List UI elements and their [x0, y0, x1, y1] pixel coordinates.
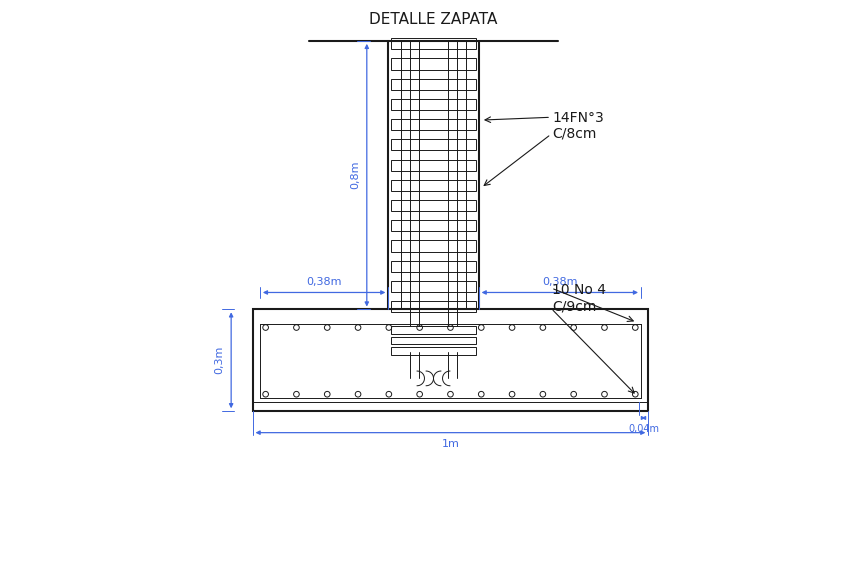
Bar: [390, 200, 477, 211]
Bar: [390, 281, 477, 292]
Text: 0,38m: 0,38m: [542, 277, 577, 287]
Text: 0,3m: 0,3m: [214, 346, 225, 374]
Bar: [390, 346, 477, 354]
Bar: [390, 327, 477, 335]
Bar: [390, 220, 477, 231]
Bar: [390, 59, 477, 69]
Text: 14FN°3
C/8cm: 14FN°3 C/8cm: [552, 111, 604, 141]
Bar: [390, 139, 477, 151]
Bar: [390, 261, 477, 272]
Bar: [390, 78, 477, 90]
Bar: [390, 301, 477, 312]
Text: 0,04m: 0,04m: [629, 424, 659, 433]
Text: 10 No 4
C/9cm: 10 No 4 C/9cm: [552, 283, 606, 313]
Bar: [252, 310, 649, 411]
Bar: [390, 337, 477, 344]
Bar: [390, 38, 477, 49]
Bar: [390, 99, 477, 110]
Text: 1m: 1m: [441, 440, 460, 449]
Bar: [390, 179, 477, 191]
Bar: [390, 119, 477, 130]
Text: DETALLE ZAPATA: DETALLE ZAPATA: [369, 12, 498, 27]
Text: 0,38m: 0,38m: [306, 277, 342, 287]
Bar: [390, 240, 477, 252]
Bar: [390, 160, 477, 170]
Text: 0,8m: 0,8m: [350, 161, 360, 190]
